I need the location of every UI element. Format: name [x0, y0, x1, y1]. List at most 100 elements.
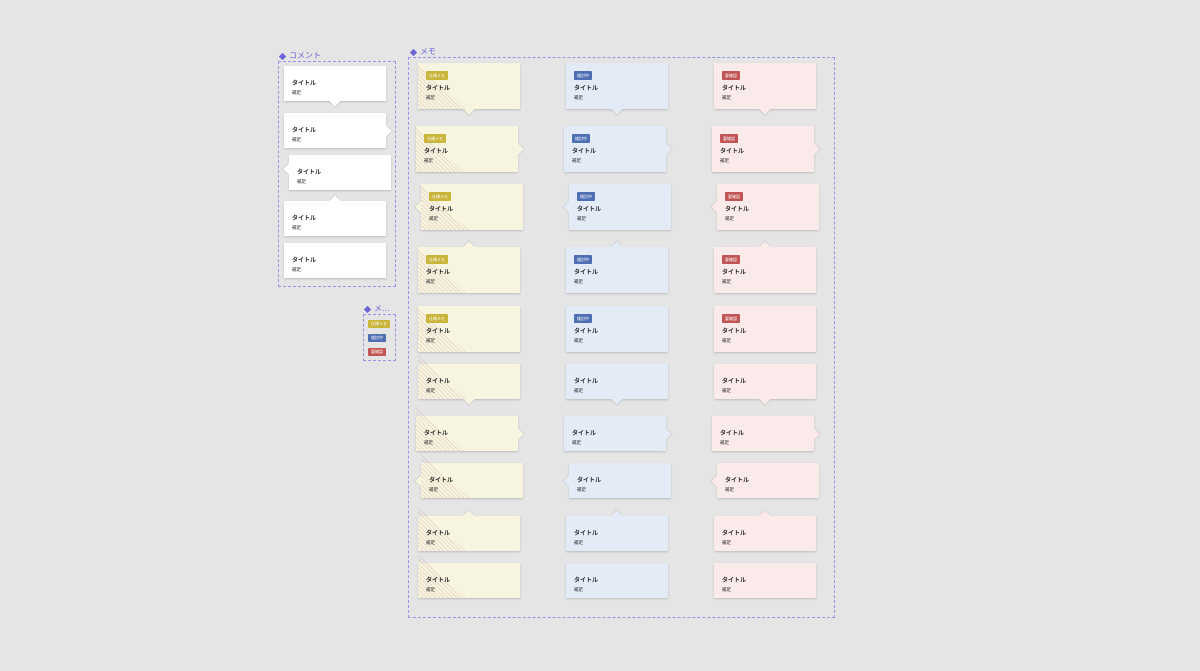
comment-card[interactable]: タイトル 補足 — [283, 155, 391, 190]
memo-card-red[interactable]: タイトル 補足 — [714, 563, 816, 598]
memo-frame — [408, 57, 835, 618]
memo-card-yellow[interactable]: 仕様メモ タイトル 補足 — [418, 306, 520, 352]
card-title: タイトル — [292, 80, 317, 87]
memo-card-red[interactable]: 要確認 タイトル 補足 — [714, 241, 816, 293]
component-icon — [279, 53, 286, 60]
card-title: タイトル — [574, 378, 599, 385]
memo-card-yellow[interactable]: 仕様メモ タイトル 補足 — [418, 241, 520, 293]
memo-card-red[interactable]: タイトル 補足 — [712, 416, 820, 451]
memo-card-yellow[interactable]: タイトル 補足 — [418, 355, 520, 405]
card-title: タイトル — [426, 530, 451, 537]
memo-card-blue[interactable]: 検討中 タイトル 補足 — [566, 63, 668, 115]
card-title: タイトル — [722, 269, 747, 276]
card-subtitle: 補足 — [574, 280, 583, 285]
memo-card-red[interactable]: タイトル 補足 — [714, 510, 816, 551]
card-subtitle: 補足 — [424, 441, 433, 446]
memo-card-yellow[interactable]: 仕様メモ タイトル 補足 — [418, 63, 520, 115]
status-badge: 検討中 — [572, 134, 590, 143]
memo-card-blue[interactable]: タイトル 補足 — [563, 463, 671, 498]
card-title: タイトル — [574, 577, 599, 584]
card-title: タイトル — [574, 85, 599, 92]
component-icon — [410, 49, 417, 56]
legend-frame-label: メ... — [364, 304, 390, 314]
status-badge: 要確認 — [720, 134, 738, 143]
comment-card[interactable]: タイトル 補足 — [284, 195, 386, 236]
status-badge: 仕様メモ — [426, 71, 448, 80]
memo-card-yellow[interactable]: 仕様メモ タイトル 補足 — [416, 126, 524, 172]
legend-tag-blue[interactable]: 検討中 — [368, 334, 386, 342]
card-subtitle: 補足 — [426, 96, 435, 101]
legend-frame-title: メ... — [374, 304, 390, 313]
status-badge: 検討中 — [574, 255, 592, 264]
comment-frame-title: コメント — [289, 51, 321, 60]
status-badge: 仕様メモ — [426, 314, 448, 323]
card-title: タイトル — [722, 378, 747, 385]
card-subtitle: 補足 — [722, 389, 731, 394]
card-title: タイトル — [429, 477, 454, 484]
status-badge: 仕様メモ — [429, 192, 451, 201]
memo-card-blue[interactable]: 検討中 タイトル 補足 — [564, 126, 672, 172]
card-subtitle: 補足 — [426, 389, 435, 394]
comment-frame-label: コメント — [279, 51, 321, 61]
memo-card-yellow[interactable]: タイトル 補足 — [418, 554, 520, 598]
memo-card-red[interactable]: 要確認 タイトル 補足 — [712, 126, 820, 172]
card-subtitle: 補足 — [572, 441, 581, 446]
card-subtitle: 補足 — [292, 268, 301, 273]
status-badge: 検討中 — [574, 71, 592, 80]
card-subtitle: 補足 — [574, 96, 583, 101]
card-subtitle: 補足 — [572, 159, 581, 164]
memo-card-blue[interactable]: タイトル 補足 — [566, 510, 668, 551]
card-subtitle: 補足 — [722, 588, 731, 593]
memo-card-red[interactable]: タイトル 補足 — [714, 364, 816, 405]
legend-frame: 仕様メモ 検討中 要確認 — [363, 314, 396, 361]
memo-card-yellow[interactable]: タイトル 補足 — [418, 507, 520, 551]
card-title: タイトル — [297, 169, 322, 176]
card-title: タイトル — [572, 430, 597, 437]
status-badge: 検討中 — [574, 314, 592, 323]
comment-frame — [278, 61, 396, 287]
memo-card-blue[interactable]: 検討中 タイトル 補足 — [563, 184, 671, 230]
card-title: タイトル — [577, 477, 602, 484]
memo-card-red[interactable]: 要確認 タイトル 補足 — [711, 184, 819, 230]
memo-card-red[interactable]: 要確認 タイトル 補足 — [714, 63, 816, 115]
memo-card-yellow[interactable]: タイトル 補足 — [416, 407, 524, 451]
comment-card[interactable]: タイトル 補足 — [284, 243, 386, 278]
legend-tag-yellow[interactable]: 仕様メモ — [368, 320, 390, 328]
memo-card-blue[interactable]: タイトル 補足 — [566, 563, 668, 598]
card-title: タイトル — [292, 215, 317, 222]
card-subtitle: 補足 — [574, 339, 583, 344]
memo-card-blue[interactable]: タイトル 補足 — [564, 416, 672, 451]
memo-card-blue[interactable]: 検討中 タイトル 補足 — [566, 306, 668, 352]
comment-card[interactable]: タイトル 補足 — [284, 113, 392, 148]
card-subtitle: 補足 — [574, 541, 583, 546]
card-subtitle: 補足 — [720, 441, 729, 446]
card-subtitle: 補足 — [722, 541, 731, 546]
memo-card-red[interactable]: 要確認 タイトル 補足 — [714, 306, 816, 352]
memo-card-blue[interactable]: 検討中 タイトル 補足 — [566, 241, 668, 293]
card-subtitle: 補足 — [426, 339, 435, 344]
card-subtitle: 補足 — [426, 588, 435, 593]
status-badge: 要確認 — [722, 314, 740, 323]
memo-card-yellow[interactable]: タイトル 補足 — [415, 454, 523, 498]
card-subtitle: 補足 — [292, 226, 301, 231]
memo-card-blue[interactable]: タイトル 補足 — [566, 364, 668, 405]
card-subtitle: 補足 — [429, 217, 438, 222]
card-title: タイトル — [426, 269, 451, 276]
card-title: タイトル — [725, 477, 750, 484]
card-title: タイトル — [722, 530, 747, 537]
card-subtitle: 補足 — [725, 217, 734, 222]
status-badge: 要確認 — [725, 192, 743, 201]
memo-card-yellow[interactable]: 仕様メモ タイトル 補足 — [415, 184, 523, 230]
card-title: タイトル — [720, 148, 745, 155]
memo-card-red[interactable]: タイトル 補足 — [711, 463, 819, 498]
comment-card[interactable]: タイトル 補足 — [284, 66, 386, 107]
card-subtitle: 補足 — [429, 488, 438, 493]
status-badge: 要確認 — [722, 71, 740, 80]
card-subtitle: 補足 — [424, 159, 433, 164]
status-badge: 要確認 — [722, 255, 740, 264]
card-subtitle: 補足 — [574, 389, 583, 394]
card-subtitle: 補足 — [722, 96, 731, 101]
legend-tag-red[interactable]: 要確認 — [368, 348, 386, 356]
card-subtitle: 補足 — [574, 588, 583, 593]
card-subtitle: 補足 — [720, 159, 729, 164]
